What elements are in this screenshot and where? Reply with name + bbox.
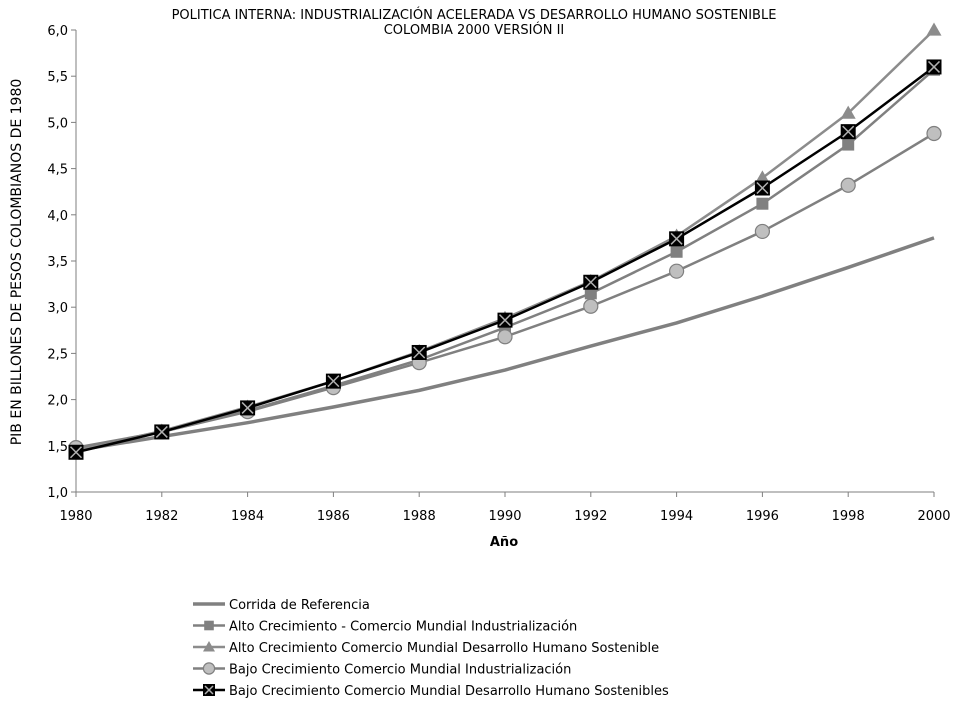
marker-cross-b — [670, 232, 683, 245]
x-tick-label: 2000 — [917, 509, 950, 524]
data-point — [926, 59, 942, 75]
data-point — [154, 424, 170, 440]
data-point — [926, 125, 942, 142]
legend-label: Corrida de Referencia — [229, 598, 370, 613]
legend: Corrida de Referencia Alto Crecimiento - … — [193, 598, 669, 699]
series-line — [75, 236, 935, 453]
data-point — [840, 124, 856, 140]
legend-entry: Bajo Crecimiento Comercio Mundial Desarr… — [193, 684, 669, 699]
data-point — [583, 298, 599, 314]
data-point — [497, 312, 513, 328]
x-axis-label: Año — [490, 535, 518, 550]
marker-cross-b — [584, 276, 597, 289]
series-0 — [75, 236, 935, 453]
data-point — [583, 274, 599, 290]
y-tick-label: 2,5 — [47, 347, 68, 362]
data-point — [926, 22, 942, 36]
y-tick-label: 1,0 — [47, 486, 68, 501]
data-point — [325, 373, 341, 389]
y-tick-label: 2,0 — [47, 394, 68, 409]
chart-title: POLITICA INTERNA: INDUSTRIALIZACIÓN ACEL… — [172, 7, 777, 23]
x-tick-label: 1986 — [317, 509, 350, 524]
x-tick-label: 1980 — [59, 509, 92, 524]
marker-cross-b — [69, 446, 83, 459]
x-tick-label: 1994 — [660, 509, 693, 524]
data-point — [756, 197, 769, 210]
x-tick-label: 1998 — [832, 509, 865, 524]
legend-entry: Alto Crecimiento Comercio Mundial Desarr… — [193, 641, 659, 656]
data-point — [754, 223, 771, 240]
series-line — [75, 29, 935, 452]
y-tick-label: 6,0 — [47, 24, 68, 39]
legend-entry: Bajo Crecimiento Comercio Mundial Indust… — [193, 662, 571, 678]
series-1 — [70, 63, 940, 455]
data-point — [411, 344, 427, 360]
legend-label: Alto Crecimiento Comercio Mundial Desarr… — [229, 641, 659, 656]
legend-label: Alto Crecimiento - Comercio Mundial Indu… — [229, 620, 577, 635]
x-tick-label: 1984 — [231, 509, 264, 524]
y-axis-label: PIB EN BILLONES DE PESOS COLOMBIANOS DE … — [9, 79, 25, 446]
marker-cross-b — [327, 375, 340, 388]
data-point — [842, 138, 855, 151]
data-point — [584, 287, 597, 300]
data-point — [240, 400, 256, 416]
x-tick-label: 1996 — [746, 509, 779, 524]
y-tick-label: 3,0 — [47, 301, 68, 316]
legend-label: Bajo Crecimiento Comercio Mundial Desarr… — [229, 684, 669, 699]
series-layer — [68, 22, 942, 460]
marker-cross-b — [413, 346, 426, 359]
series-line — [75, 65, 935, 454]
legend-entry: Corrida de Referencia — [193, 598, 370, 613]
legend-marker — [203, 684, 215, 696]
legend-marker — [202, 662, 216, 675]
legend-label: Bajo Crecimiento Comercio Mundial Indust… — [229, 663, 571, 678]
x-tick-label: 1990 — [488, 509, 521, 524]
chart-subtitle: COLOMBIA 2000 VERSIÓN II — [384, 22, 565, 38]
marker-cross-b — [927, 60, 941, 73]
series-2 — [68, 22, 942, 457]
x-tick-label: 1982 — [145, 509, 178, 524]
data-point — [68, 444, 84, 460]
data-point — [668, 263, 685, 279]
marker-cross-b — [498, 314, 512, 327]
data-point — [840, 177, 856, 193]
data-point — [670, 245, 683, 258]
y-tick-label: 4,5 — [47, 163, 68, 178]
data-point — [669, 231, 685, 247]
data-point — [497, 329, 513, 345]
y-tick-label: 5,0 — [47, 116, 68, 131]
marker-cross-b — [842, 125, 855, 138]
series-4 — [68, 59, 942, 460]
data-point — [840, 105, 856, 119]
y-tick-label: 3,5 — [47, 255, 68, 270]
data-point — [754, 180, 770, 196]
x-tick-label: 1988 — [403, 509, 436, 524]
y-tick-label: 1,5 — [47, 440, 68, 455]
series-line — [75, 132, 935, 449]
x-tick-label: 1992 — [574, 509, 607, 524]
legend-entry: Alto Crecimiento - Comercio Mundial Indu… — [193, 620, 577, 635]
marker-cross-b — [241, 401, 254, 414]
marker-cross-b — [155, 425, 168, 438]
legend-marker — [204, 620, 214, 631]
series-3 — [68, 125, 942, 456]
marker-cross-b — [756, 181, 769, 195]
series-line — [75, 68, 935, 450]
data-point — [754, 170, 770, 184]
legend-marker — [203, 641, 215, 652]
y-tick-label: 5,5 — [47, 70, 68, 85]
y-tick-label: 4,0 — [47, 209, 68, 224]
axes: 1,0 1,5 2,0 2,5 3,0 3,5 4,0 4,5 5,0 5,5 6,0 1980 198… — [47, 24, 950, 524]
marker-cross-b — [204, 685, 214, 695]
